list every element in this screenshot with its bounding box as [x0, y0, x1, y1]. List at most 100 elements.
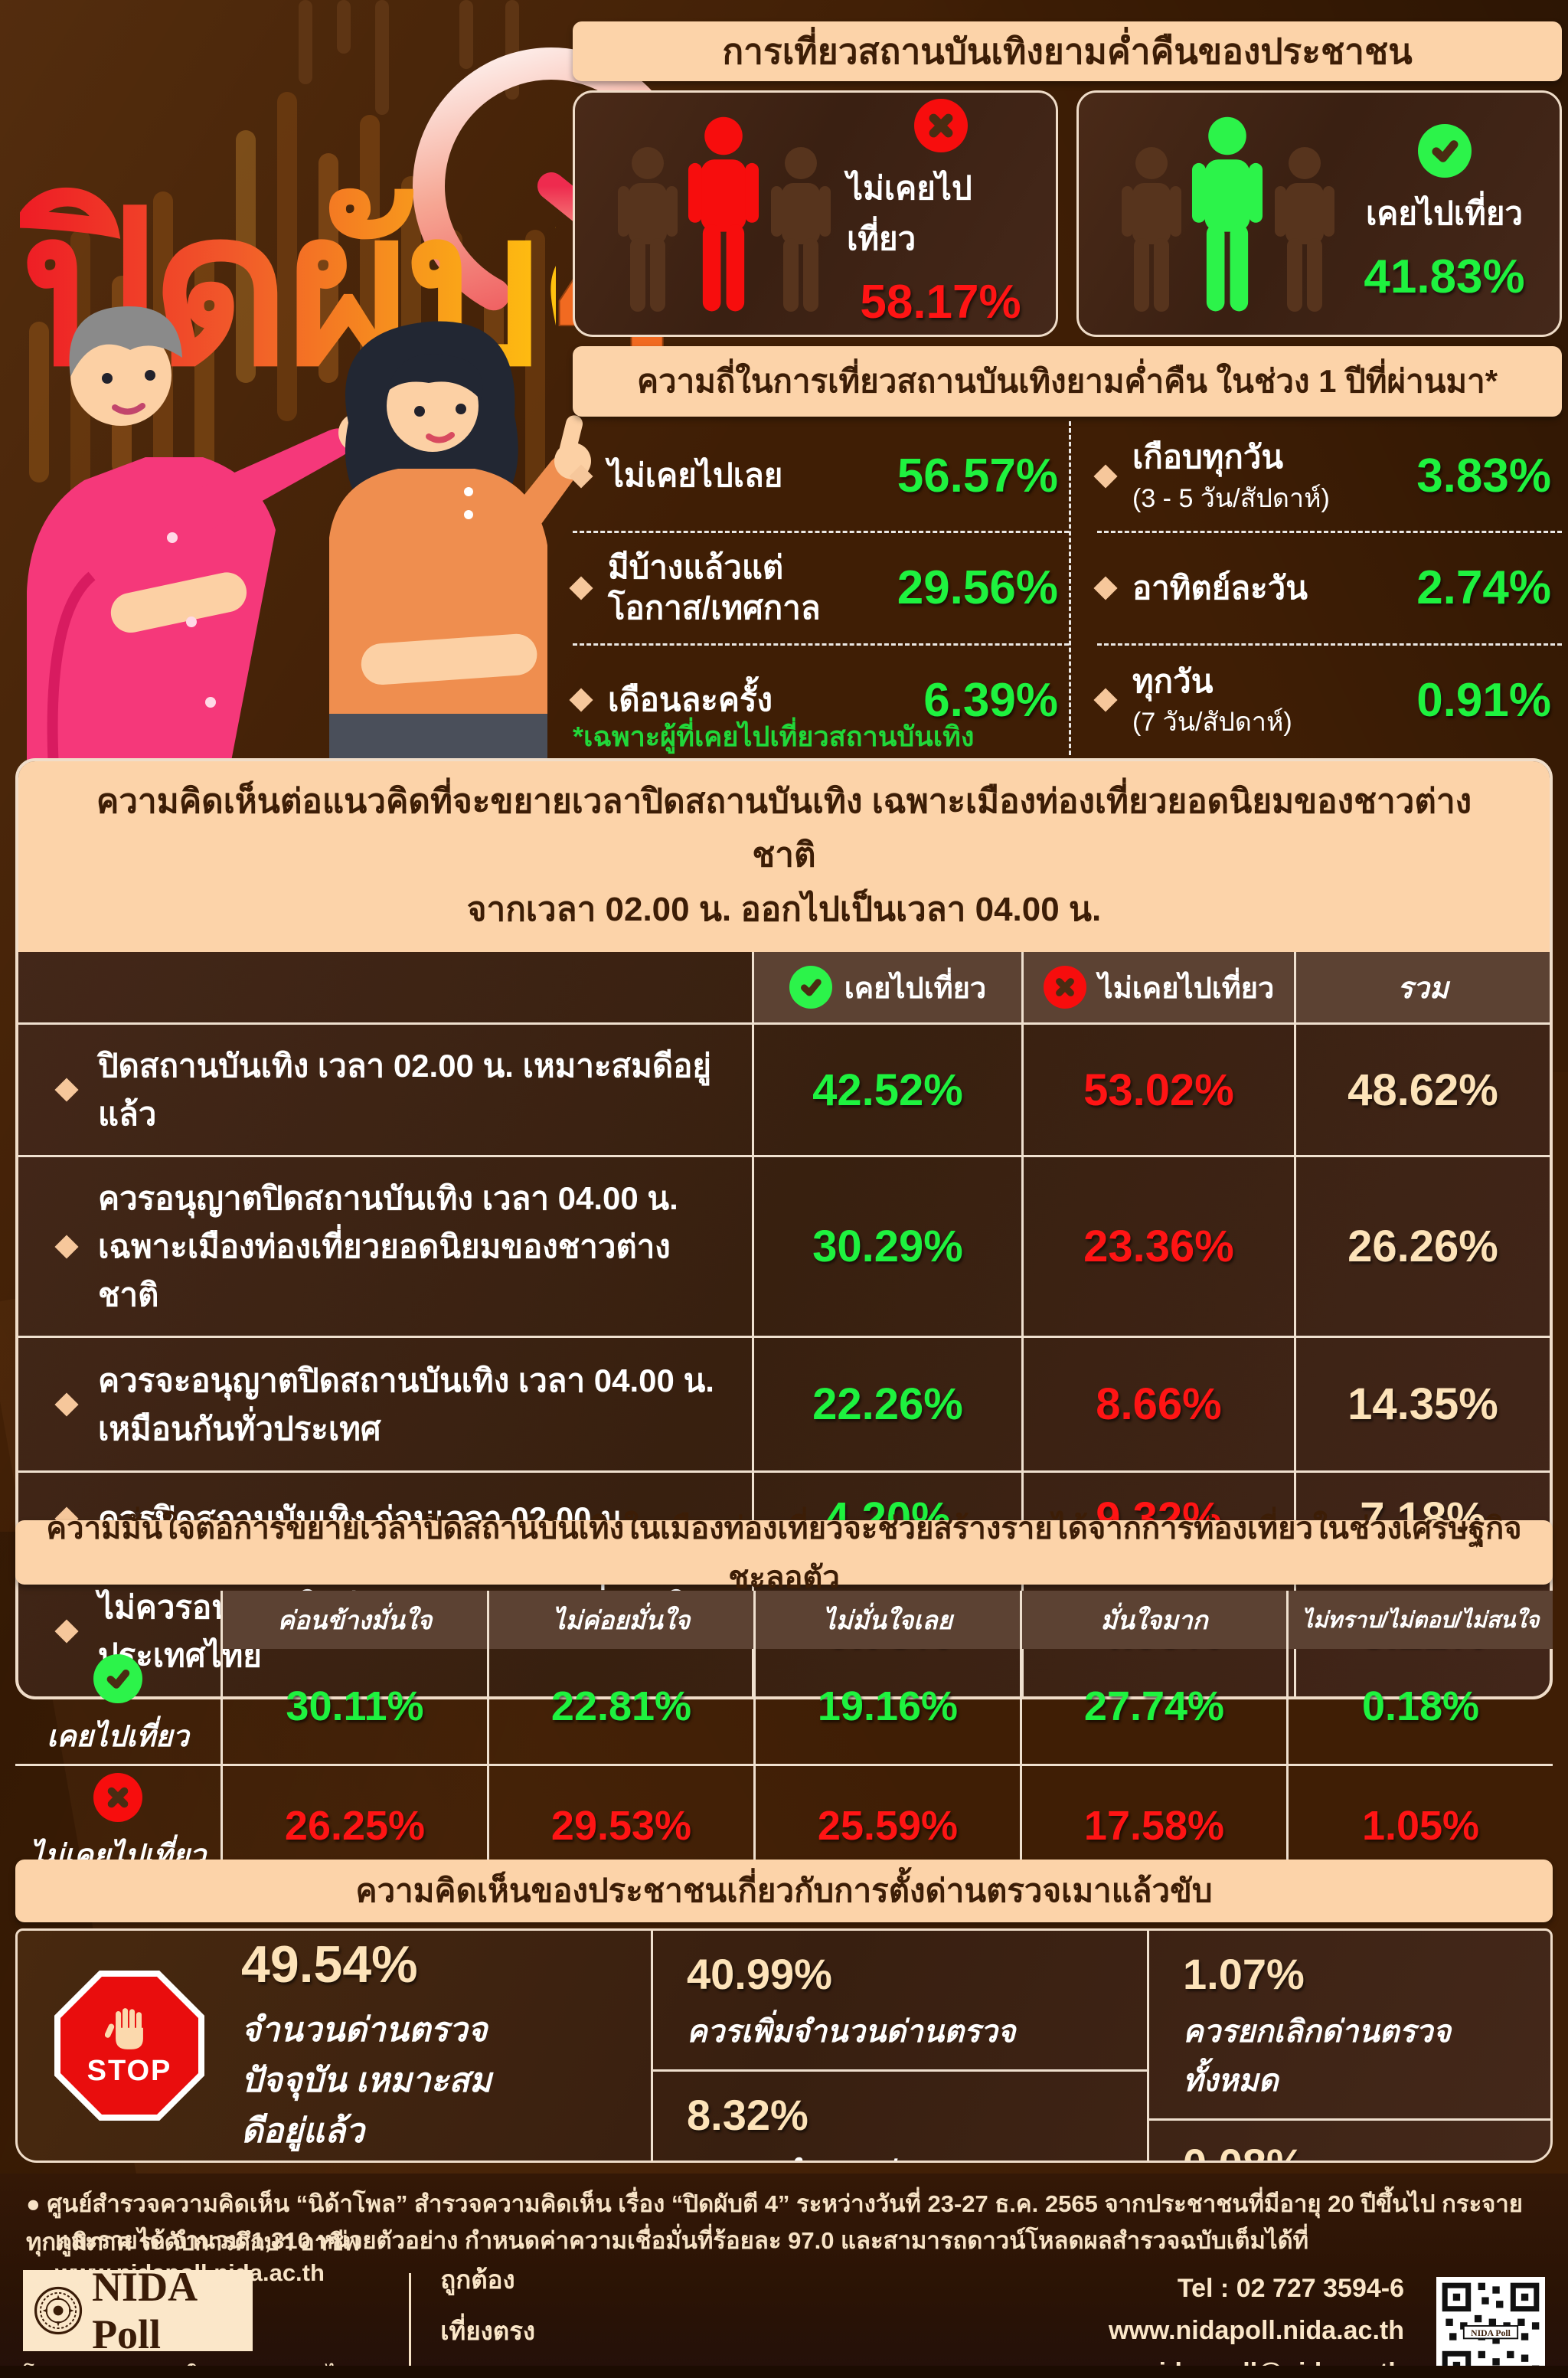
checkpoint-value: 1.07%: [1183, 1950, 1305, 1998]
frequency-sublabel: (7 วัน/สัปดาห์): [1132, 708, 1292, 738]
check-circle-icon: [93, 1653, 142, 1703]
ever-visited-card: เคยไปเที่ยว 41.83%: [1076, 90, 1562, 337]
opinion-header-row: เคยไปเที่ยว ไม่เคยไปเที่ยว รวม: [18, 952, 1550, 1023]
frequency-value: 2.74%: [1416, 561, 1551, 615]
frequency-sublabel: (3 - 5 วัน/สัปดาห์): [1132, 483, 1330, 513]
confidence-section: ความมั่นใจต่อการขยายเวลาปิดสถานบันเทิงใน…: [15, 1512, 1553, 1885]
opinion-ever-value: 30.29%: [752, 1157, 1021, 1336]
frequency-item: เกือบทุกวัน (3 - 5 วัน/สัปดาห์) 3.83%: [1093, 421, 1562, 534]
checkpoint-value: 40.99%: [687, 1950, 832, 1998]
logo-wordmark: NIDA Poll: [92, 2263, 196, 2357]
people-pointing-illustration: [27, 306, 591, 769]
frequency-label: มีบ้างแล้วแต่โอกาส/เทศกาล: [608, 549, 821, 626]
frequency-item: เดือนละครั้ง 6.39%: [569, 646, 1069, 755]
opinion-title-line2: จากเวลา 02.00 น. ออกไปเป็นเวลา 04.00 น.: [466, 890, 1102, 928]
frequency-value: 29.56%: [897, 561, 1058, 615]
checkpoint-value: 8.32%: [687, 2091, 808, 2139]
slogan-line: เที่ยงตรง: [440, 2317, 536, 2345]
stop-sign-label: STOP: [87, 2054, 172, 2087]
opinion-never-value: 8.66%: [1021, 1338, 1294, 1471]
nida-seal-icon: [34, 2286, 83, 2334]
ever-visited-label: เคยไปเที่ยว: [1365, 195, 1524, 231]
diamond-bullet: [54, 1392, 79, 1417]
confidence-value: 1.05%: [1286, 1764, 1553, 1885]
opinion-row: ควรจะอนุญาตปิดสถานบันเทิง เวลา 04.00 น. …: [18, 1336, 1550, 1471]
visit-section-title: การเที่ยวสถานบันเทิงยามค่ำคืนของประชาชน: [573, 21, 1562, 81]
checkpoint-label: ควรยกเลิกด่านตรวจทั้งหมด: [1183, 2015, 1451, 2098]
contact-web: www.nidapoll.nida.ac.th: [1109, 2316, 1404, 2345]
confidence-col-header: ไม่ค่อยมั่นใจ: [487, 1591, 753, 1649]
confidence-row-ever: เคยไปเที่ยว: [15, 1649, 220, 1764]
methodology-line1: ● ศูนย์สำรวจความคิดเห็น “นิด้าโพล” สำรวจ…: [26, 2190, 1523, 2255]
diamond-bullet: [54, 1078, 79, 1102]
confidence-col-header: ไม่มั่นใจเลย: [753, 1591, 1020, 1649]
frequency-section-title: ความถี่ในการเที่ยวสถานบันเทิงยามค่ำคืน ใ…: [573, 346, 1562, 417]
opinion-row: ปิดสถานบันเทิง เวลา 02.00 น. เหมาะสมดีอย…: [18, 1022, 1550, 1156]
x-circle-icon: [1043, 966, 1086, 1009]
confidence-header-blank: [15, 1591, 220, 1649]
green-person-icon: [1182, 114, 1272, 313]
diamond-bullet: [569, 464, 593, 489]
diamond-bullet: [54, 1235, 79, 1259]
footer: ● ศูนย์สำรวจความคิดเห็น “นิด้าโพล” สำรวจ…: [0, 2174, 1568, 2378]
frequency-label: ไม่เคยไปเลย: [608, 457, 783, 494]
opinion-table-title: ความคิดเห็นต่อแนวคิดที่จะขยายเวลาปิดสถาน…: [18, 761, 1550, 953]
ever-visited-value: 41.83%: [1364, 250, 1525, 303]
opinion-row: ควรอนุญาตปิดสถานบันเทิง เวลา 04.00 น. เฉ…: [18, 1155, 1550, 1336]
confidence-value: 19.16%: [753, 1649, 1020, 1764]
frequency-label: ทุกวัน (7 วัน/สัปดาห์): [1132, 662, 1292, 739]
diamond-bullet: [569, 688, 593, 712]
confidence-value: 25.59%: [753, 1764, 1020, 1885]
opinion-total-value: 48.62%: [1294, 1025, 1550, 1156]
frequency-item: ทุกวัน (7 วัน/สัปดาห์) 0.91%: [1093, 646, 1562, 755]
opinion-col-ever: เคยไปเที่ยว: [752, 952, 1021, 1023]
confidence-col-header: มั่นใจมาก: [1020, 1591, 1286, 1649]
confidence-value: 0.18%: [1286, 1649, 1553, 1764]
slogan-list: ถูกต้อง เที่ยงตรง ด้วยคุณภาพตามหลักวิชาก…: [440, 2259, 756, 2378]
opinion-header-blank: [18, 952, 752, 1022]
hand-icon: [105, 2007, 143, 2049]
qr-code: NIDA Poll: [1436, 2276, 1545, 2378]
frequency-section: ความถี่ในการเที่ยวสถานบันเทิงยามค่ำคืน ใ…: [569, 346, 1562, 755]
opinion-ever-value: 22.26%: [752, 1338, 1021, 1471]
diamond-bullet: [1093, 688, 1118, 712]
opinion-row-label: ปิดสถานบันเทิง เวลา 02.00 น. เหมาะสมดีอย…: [98, 1048, 711, 1133]
frequency-footnote: *เฉพาะผู้ที่เคยไปเที่ยวสถานบันเทิง: [573, 721, 975, 752]
footer-bottom-strip: [0, 2366, 1568, 2378]
check-circle-icon: [1417, 123, 1472, 178]
opinion-row-label: ควรจะอนุญาตปิดสถานบันเทิง เวลา 04.00 น. …: [98, 1362, 714, 1447]
qr-label: NIDA Poll: [1471, 2327, 1511, 2337]
never-visited-label: ไม่เคยไปเที่ยว: [847, 169, 972, 257]
contact-block: Tel : 02 727 3594-6 www.nidapoll.nida.ac…: [1109, 2274, 1426, 2378]
opinion-never-value: 23.36%: [1021, 1157, 1294, 1336]
checkpoint-main-cell: STOP 49.54% จำนวนด่านตรวจปัจจุบัน เหมาะส…: [18, 1931, 653, 2160]
bullet-icon: ●: [26, 2190, 41, 2217]
crowd-figures: [602, 114, 847, 313]
opinion-col-never: ไม่เคยไปเที่ยว: [1021, 952, 1294, 1023]
checkpoint-main-label: จำนวนด่านตรวจปัจจุบัน เหมาะสมดีอยู่แล้ว: [241, 2011, 492, 2150]
frequency-label: อาทิตย์ละวัน: [1132, 569, 1308, 606]
x-circle-icon: [93, 1773, 142, 1822]
checkpoint-label: ควรเพิ่มจำนวนด่านตรวจ: [687, 2015, 1016, 2049]
frequency-item: ไม่เคยไปเลย 56.57%: [569, 421, 1069, 534]
contact-tel: Tel : 02 727 3594-6: [1177, 2274, 1404, 2303]
red-person-icon: [678, 114, 769, 313]
opinion-col-total: รวม: [1294, 952, 1550, 1023]
frequency-value: 56.57%: [897, 450, 1058, 503]
checkpoint-section: ความคิดเห็นของประชาชนเกี่ยวกับการตั้งด่า…: [15, 1860, 1553, 2163]
opinion-row-label: ควรอนุญาตปิดสถานบันเทิง เวลา 04.00 น. เฉ…: [98, 1180, 678, 1313]
confidence-value: 29.53%: [487, 1764, 753, 1885]
checkpoint-section-title: ความคิดเห็นของประชาชนเกี่ยวกับการตั้งด่า…: [15, 1860, 1553, 1922]
slogan-line: ถูกต้อง: [440, 2265, 515, 2294]
confidence-value: 22.81%: [487, 1649, 753, 1764]
frequency-item: มีบ้างแล้วแต่โอกาส/เทศกาล 29.56%: [569, 533, 1069, 646]
confidence-value: 17.58%: [1020, 1764, 1286, 1885]
confidence-col-header: ค่อนข้างมั่นใจ: [220, 1591, 487, 1649]
never-visited-card: ไม่เคยไปเที่ยว 58.17%: [573, 90, 1058, 337]
opinion-title-line1: ความคิดเห็นต่อแนวคิดที่จะขยายเวลาปิดสถาน…: [96, 783, 1472, 875]
opinion-total-value: 26.26%: [1294, 1157, 1550, 1336]
nida-poll-logo: NIDA Poll โพลแห่งแรกในประเทศไทย: [23, 2264, 380, 2378]
frequency-value: 3.83%: [1416, 450, 1551, 503]
checkpoint-cell: 0.08% ไม่ทราบ/ไม่ตอบ/ไม่สนใจ: [1149, 2121, 1550, 2160]
x-circle-icon: [913, 98, 968, 152]
